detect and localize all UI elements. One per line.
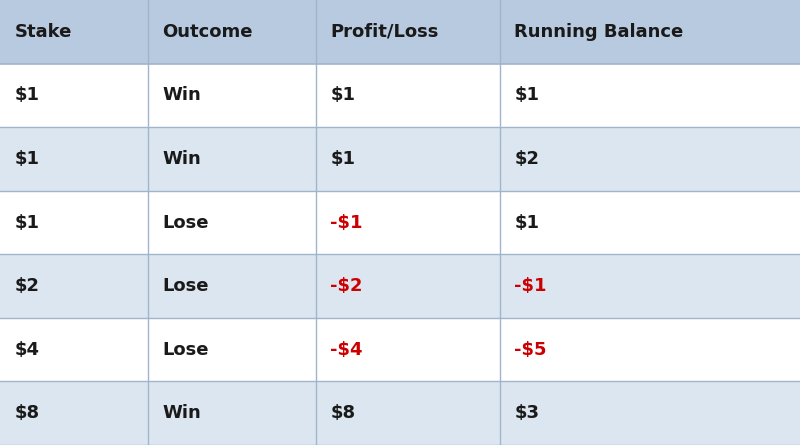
FancyBboxPatch shape [0, 64, 148, 127]
Text: Win: Win [162, 404, 201, 422]
FancyBboxPatch shape [500, 0, 800, 64]
Text: -$4: -$4 [330, 340, 363, 359]
FancyBboxPatch shape [500, 254, 800, 318]
Text: $2: $2 [14, 277, 39, 295]
Text: -$2: -$2 [330, 277, 363, 295]
Text: $2: $2 [514, 150, 539, 168]
Text: Win: Win [162, 150, 201, 168]
Text: $3: $3 [514, 404, 539, 422]
FancyBboxPatch shape [148, 64, 316, 127]
Text: -$5: -$5 [514, 340, 547, 359]
Text: Lose: Lose [162, 277, 209, 295]
FancyBboxPatch shape [316, 318, 500, 381]
Text: $8: $8 [14, 404, 39, 422]
Text: Profit/Loss: Profit/Loss [330, 23, 438, 41]
FancyBboxPatch shape [148, 318, 316, 381]
Text: $1: $1 [514, 86, 539, 105]
FancyBboxPatch shape [0, 0, 148, 64]
FancyBboxPatch shape [500, 127, 800, 191]
FancyBboxPatch shape [148, 191, 316, 254]
FancyBboxPatch shape [316, 127, 500, 191]
Text: Outcome: Outcome [162, 23, 253, 41]
Text: $8: $8 [330, 404, 355, 422]
FancyBboxPatch shape [0, 191, 148, 254]
Text: -$1: -$1 [330, 214, 363, 231]
FancyBboxPatch shape [148, 0, 316, 64]
FancyBboxPatch shape [500, 381, 800, 445]
Text: -$1: -$1 [514, 277, 547, 295]
FancyBboxPatch shape [148, 254, 316, 318]
Text: $1: $1 [14, 86, 39, 105]
Text: $1: $1 [330, 86, 355, 105]
FancyBboxPatch shape [500, 191, 800, 254]
FancyBboxPatch shape [148, 127, 316, 191]
FancyBboxPatch shape [0, 318, 148, 381]
Text: Lose: Lose [162, 214, 209, 231]
FancyBboxPatch shape [148, 381, 316, 445]
Text: $4: $4 [14, 340, 39, 359]
FancyBboxPatch shape [0, 381, 148, 445]
Text: $1: $1 [330, 150, 355, 168]
FancyBboxPatch shape [0, 254, 148, 318]
FancyBboxPatch shape [500, 64, 800, 127]
FancyBboxPatch shape [316, 191, 500, 254]
Text: Running Balance: Running Balance [514, 23, 684, 41]
Text: Stake: Stake [14, 23, 72, 41]
Text: Lose: Lose [162, 340, 209, 359]
FancyBboxPatch shape [316, 0, 500, 64]
Text: Win: Win [162, 86, 201, 105]
Text: $1: $1 [14, 214, 39, 231]
FancyBboxPatch shape [316, 64, 500, 127]
Text: $1: $1 [14, 150, 39, 168]
Text: $1: $1 [514, 214, 539, 231]
FancyBboxPatch shape [316, 381, 500, 445]
FancyBboxPatch shape [0, 127, 148, 191]
FancyBboxPatch shape [500, 318, 800, 381]
FancyBboxPatch shape [316, 254, 500, 318]
